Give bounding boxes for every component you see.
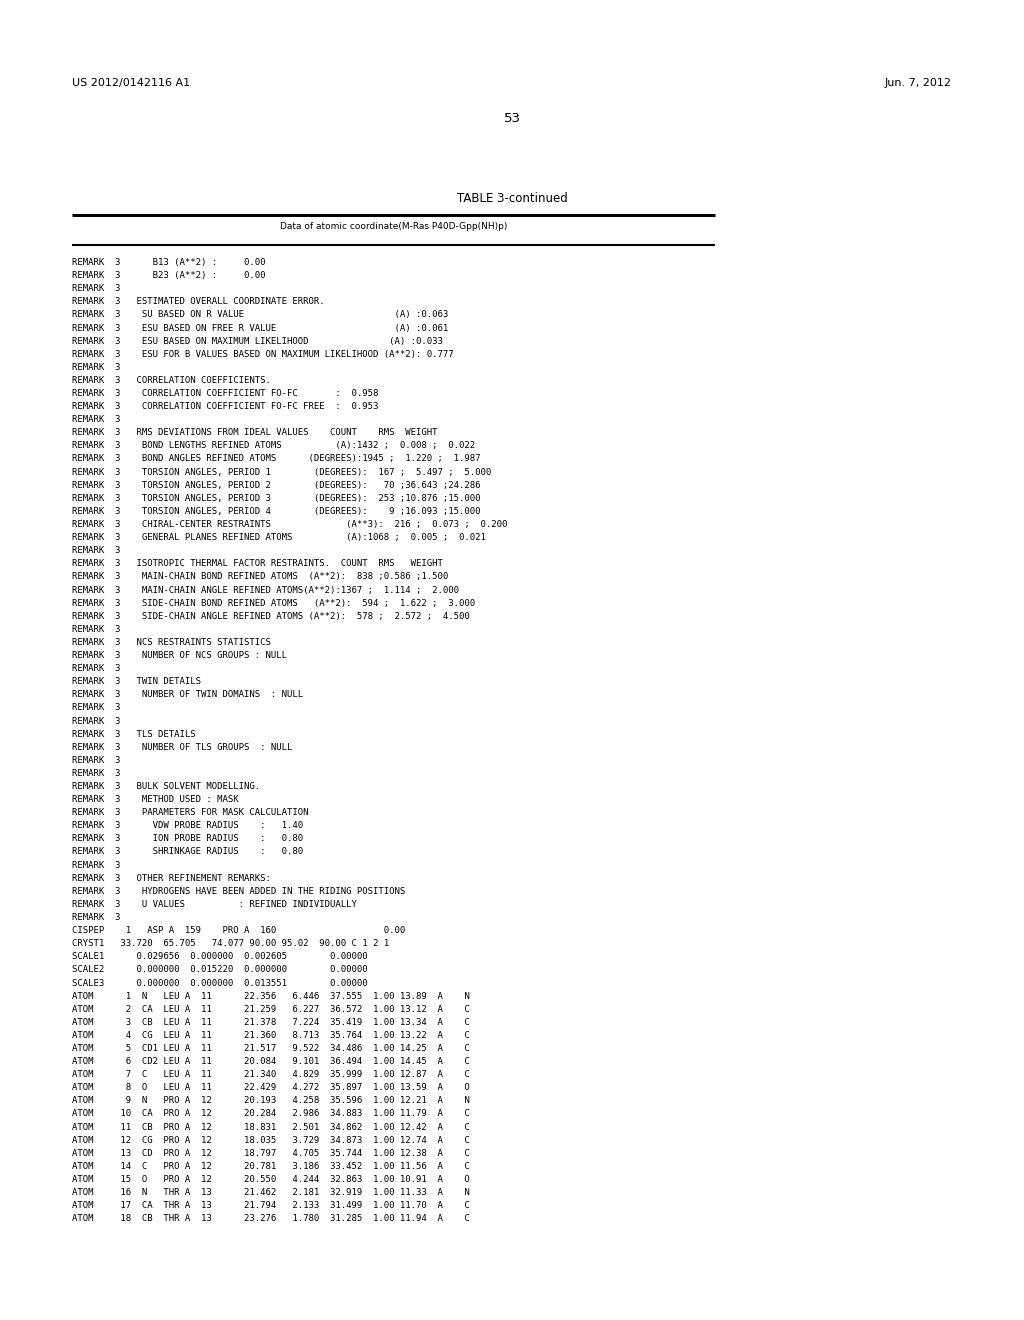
Text: Data of atomic coordinate(M-Ras P40D-Gpp(NH)p): Data of atomic coordinate(M-Ras P40D-Gpp… [280,222,507,231]
Text: REMARK  3    MAIN-CHAIN BOND REFINED ATOMS  (A**2):  838 ;0.586 ;1.500: REMARK 3 MAIN-CHAIN BOND REFINED ATOMS (… [72,573,449,581]
Text: REMARK  3    NUMBER OF TWIN DOMAINS  : NULL: REMARK 3 NUMBER OF TWIN DOMAINS : NULL [72,690,303,700]
Text: ATOM     17  CA  THR A  13      21.794   2.133  31.499  1.00 11.70  A    C: ATOM 17 CA THR A 13 21.794 2.133 31.499 … [72,1201,470,1210]
Text: REMARK  3    CORRELATION COEFFICIENT FO-FC FREE  :  0.953: REMARK 3 CORRELATION COEFFICIENT FO-FC F… [72,403,379,411]
Text: US 2012/0142116 A1: US 2012/0142116 A1 [72,78,190,88]
Text: REMARK  3: REMARK 3 [72,704,121,713]
Text: ATOM     11  CB  PRO A  12      18.831   2.501  34.862  1.00 12.42  A    C: ATOM 11 CB PRO A 12 18.831 2.501 34.862 … [72,1122,470,1131]
Text: ATOM      7  C   LEU A  11      21.340   4.829  35.999  1.00 12.87  A    C: ATOM 7 C LEU A 11 21.340 4.829 35.999 1.… [72,1071,470,1080]
Text: REMARK  3    SU BASED ON R VALUE                            (A) :0.063: REMARK 3 SU BASED ON R VALUE (A) :0.063 [72,310,449,319]
Text: Jun. 7, 2012: Jun. 7, 2012 [885,78,952,88]
Text: REMARK  3   TLS DETAILS: REMARK 3 TLS DETAILS [72,730,196,739]
Text: REMARK  3    SIDE-CHAIN ANGLE REFINED ATOMS (A**2):  578 ;  2.572 ;  4.500: REMARK 3 SIDE-CHAIN ANGLE REFINED ATOMS … [72,611,470,620]
Text: REMARK  3: REMARK 3 [72,624,121,634]
Text: ATOM      9  N   PRO A  12      20.193   4.258  35.596  1.00 12.21  A    N: ATOM 9 N PRO A 12 20.193 4.258 35.596 1.… [72,1097,470,1105]
Text: SCALE2      0.000000  0.015220  0.000000        0.00000: SCALE2 0.000000 0.015220 0.000000 0.0000… [72,965,368,974]
Text: REMARK  3      ION PROBE RADIUS    :   0.80: REMARK 3 ION PROBE RADIUS : 0.80 [72,834,303,843]
Text: REMARK  3   ISOTROPIC THERMAL FACTOR RESTRAINTS.  COUNT  RMS   WEIGHT: REMARK 3 ISOTROPIC THERMAL FACTOR RESTRA… [72,560,442,569]
Text: REMARK  3      B23 (A**2) :     0.00: REMARK 3 B23 (A**2) : 0.00 [72,271,265,280]
Text: REMARK  3: REMARK 3 [72,416,121,424]
Text: ATOM     14  C   PRO A  12      20.781   3.186  33.452  1.00 11.56  A    C: ATOM 14 C PRO A 12 20.781 3.186 33.452 1… [72,1162,470,1171]
Text: REMARK  3: REMARK 3 [72,546,121,556]
Text: REMARK  3    NUMBER OF NCS GROUPS : NULL: REMARK 3 NUMBER OF NCS GROUPS : NULL [72,651,287,660]
Text: ATOM      8  O   LEU A  11      22.429   4.272  35.897  1.00 13.59  A    O: ATOM 8 O LEU A 11 22.429 4.272 35.897 1.… [72,1084,470,1092]
Text: REMARK  3    TORSION ANGLES, PERIOD 2        (DEGREES):   70 ;36.643 ;24.286: REMARK 3 TORSION ANGLES, PERIOD 2 (DEGRE… [72,480,480,490]
Text: ATOM     16  N   THR A  13      21.462   2.181  32.919  1.00 11.33  A    N: ATOM 16 N THR A 13 21.462 2.181 32.919 1… [72,1188,470,1197]
Text: REMARK  3    CHIRAL-CENTER RESTRAINTS              (A**3):  216 ;  0.073 ;  0.20: REMARK 3 CHIRAL-CENTER RESTRAINTS (A**3)… [72,520,507,529]
Text: TABLE 3-continued: TABLE 3-continued [457,191,567,205]
Text: REMARK  3      VDW PROBE RADIUS    :   1.40: REMARK 3 VDW PROBE RADIUS : 1.40 [72,821,303,830]
Text: REMARK  3    U VALUES          : REFINED INDIVIDUALLY: REMARK 3 U VALUES : REFINED INDIVIDUALLY [72,900,357,909]
Text: REMARK  3      B13 (A**2) :     0.00: REMARK 3 B13 (A**2) : 0.00 [72,257,265,267]
Text: REMARK  3   RMS DEVIATIONS FROM IDEAL VALUES    COUNT    RMS  WEIGHT: REMARK 3 RMS DEVIATIONS FROM IDEAL VALUE… [72,428,437,437]
Text: REMARK  3    ESU FOR B VALUES BASED ON MAXIMUM LIKELIHOOD (A**2): 0.777: REMARK 3 ESU FOR B VALUES BASED ON MAXIM… [72,350,454,359]
Text: ATOM      5  CD1 LEU A  11      21.517   9.522  34.486  1.00 14.25  A    C: ATOM 5 CD1 LEU A 11 21.517 9.522 34.486 … [72,1044,470,1053]
Text: ATOM      4  CG  LEU A  11      21.360   8.713  35.764  1.00 13.22  A    C: ATOM 4 CG LEU A 11 21.360 8.713 35.764 1… [72,1031,470,1040]
Text: REMARK  3: REMARK 3 [72,861,121,870]
Text: REMARK  3    SIDE-CHAIN BOND REFINED ATOMS   (A**2):  594 ;  1.622 ;  3.000: REMARK 3 SIDE-CHAIN BOND REFINED ATOMS (… [72,598,475,607]
Text: CRYST1   33.720  65.705   74.077 90.00 95.02  90.00 C 1 2 1: CRYST1 33.720 65.705 74.077 90.00 95.02 … [72,940,389,948]
Text: REMARK  3: REMARK 3 [72,768,121,777]
Text: REMARK  3   TWIN DETAILS: REMARK 3 TWIN DETAILS [72,677,201,686]
Text: ATOM      3  CB  LEU A  11      21.378   7.224  35.419  1.00 13.34  A    C: ATOM 3 CB LEU A 11 21.378 7.224 35.419 1… [72,1018,470,1027]
Text: REMARK  3    ESU BASED ON MAXIMUM LIKELIHOOD               (A) :0.033: REMARK 3 ESU BASED ON MAXIMUM LIKELIHOOD… [72,337,442,346]
Text: REMARK  3   NCS RESTRAINTS STATISTICS: REMARK 3 NCS RESTRAINTS STATISTICS [72,638,271,647]
Text: REMARK  3: REMARK 3 [72,756,121,764]
Text: SCALE1      0.029656  0.000000  0.002605        0.00000: SCALE1 0.029656 0.000000 0.002605 0.0000… [72,952,368,961]
Text: REMARK  3    TORSION ANGLES, PERIOD 4        (DEGREES):    9 ;16.093 ;15.000: REMARK 3 TORSION ANGLES, PERIOD 4 (DEGRE… [72,507,480,516]
Text: ATOM     18  CB  THR A  13      23.276   1.780  31.285  1.00 11.94  A    C: ATOM 18 CB THR A 13 23.276 1.780 31.285 … [72,1214,470,1224]
Text: ATOM      2  CA  LEU A  11      21.259   6.227  36.572  1.00 13.12  A    C: ATOM 2 CA LEU A 11 21.259 6.227 36.572 1… [72,1005,470,1014]
Text: REMARK  3   OTHER REFINEMENT REMARKS:: REMARK 3 OTHER REFINEMENT REMARKS: [72,874,271,883]
Text: REMARK  3   ESTIMATED OVERALL COORDINATE ERROR.: REMARK 3 ESTIMATED OVERALL COORDINATE ER… [72,297,325,306]
Text: REMARK  3    CORRELATION COEFFICIENT FO-FC       :  0.958: REMARK 3 CORRELATION COEFFICIENT FO-FC :… [72,389,379,399]
Text: REMARK  3    BOND ANGLES REFINED ATOMS      (DEGREES):1945 ;  1.220 ;  1.987: REMARK 3 BOND ANGLES REFINED ATOMS (DEGR… [72,454,480,463]
Text: REMARK  3    NUMBER OF TLS GROUPS  : NULL: REMARK 3 NUMBER OF TLS GROUPS : NULL [72,743,293,751]
Text: ATOM     13  CD  PRO A  12      18.797   4.705  35.744  1.00 12.38  A    C: ATOM 13 CD PRO A 12 18.797 4.705 35.744 … [72,1148,470,1158]
Text: REMARK  3   CORRELATION COEFFICIENTS.: REMARK 3 CORRELATION COEFFICIENTS. [72,376,271,385]
Text: REMARK  3      SHRINKAGE RADIUS    :   0.80: REMARK 3 SHRINKAGE RADIUS : 0.80 [72,847,303,857]
Text: ATOM     12  CG  PRO A  12      18.035   3.729  34.873  1.00 12.74  A    C: ATOM 12 CG PRO A 12 18.035 3.729 34.873 … [72,1135,470,1144]
Text: REMARK  3: REMARK 3 [72,913,121,921]
Text: 53: 53 [504,112,520,125]
Text: REMARK  3: REMARK 3 [72,284,121,293]
Text: REMARK  3   BULK SOLVENT MODELLING.: REMARK 3 BULK SOLVENT MODELLING. [72,781,260,791]
Text: REMARK  3: REMARK 3 [72,717,121,726]
Text: REMARK  3    ESU BASED ON FREE R VALUE                      (A) :0.061: REMARK 3 ESU BASED ON FREE R VALUE (A) :… [72,323,449,333]
Text: REMARK  3    TORSION ANGLES, PERIOD 1        (DEGREES):  167 ;  5.497 ;  5.000: REMARK 3 TORSION ANGLES, PERIOD 1 (DEGRE… [72,467,492,477]
Text: REMARK  3    GENERAL PLANES REFINED ATOMS          (A):1068 ;  0.005 ;  0.021: REMARK 3 GENERAL PLANES REFINED ATOMS (A… [72,533,485,543]
Text: REMARK  3    METHOD USED : MASK: REMARK 3 METHOD USED : MASK [72,795,239,804]
Text: SCALE3      0.000000  0.000000  0.013551        0.00000: SCALE3 0.000000 0.000000 0.013551 0.0000… [72,978,368,987]
Text: ATOM     10  CA  PRO A  12      20.284   2.986  34.883  1.00 11.79  A    C: ATOM 10 CA PRO A 12 20.284 2.986 34.883 … [72,1110,470,1118]
Text: ATOM     15  O   PRO A  12      20.550   4.244  32.863  1.00 10.91  A    O: ATOM 15 O PRO A 12 20.550 4.244 32.863 1… [72,1175,470,1184]
Text: ATOM      1  N   LEU A  11      22.356   6.446  37.555  1.00 13.89  A    N: ATOM 1 N LEU A 11 22.356 6.446 37.555 1.… [72,991,470,1001]
Text: REMARK  3: REMARK 3 [72,664,121,673]
Text: REMARK  3    PARAMETERS FOR MASK CALCULATION: REMARK 3 PARAMETERS FOR MASK CALCULATION [72,808,308,817]
Text: REMARK  3    TORSION ANGLES, PERIOD 3        (DEGREES):  253 ;10.876 ;15.000: REMARK 3 TORSION ANGLES, PERIOD 3 (DEGRE… [72,494,480,503]
Text: REMARK  3    MAIN-CHAIN ANGLE REFINED ATOMS(A**2):1367 ;  1.114 ;  2.000: REMARK 3 MAIN-CHAIN ANGLE REFINED ATOMS(… [72,586,459,594]
Text: REMARK  3: REMARK 3 [72,363,121,372]
Text: REMARK  3    HYDROGENS HAVE BEEN ADDED IN THE RIDING POSITIONS: REMARK 3 HYDROGENS HAVE BEEN ADDED IN TH… [72,887,406,896]
Text: ATOM      6  CD2 LEU A  11      20.084   9.101  36.494  1.00 14.45  A    C: ATOM 6 CD2 LEU A 11 20.084 9.101 36.494 … [72,1057,470,1067]
Text: REMARK  3    BOND LENGTHS REFINED ATOMS          (A):1432 ;  0.008 ;  0.022: REMARK 3 BOND LENGTHS REFINED ATOMS (A):… [72,441,475,450]
Text: CISPEP    1   ASP A  159    PRO A  160                    0.00: CISPEP 1 ASP A 159 PRO A 160 0.00 [72,927,406,935]
